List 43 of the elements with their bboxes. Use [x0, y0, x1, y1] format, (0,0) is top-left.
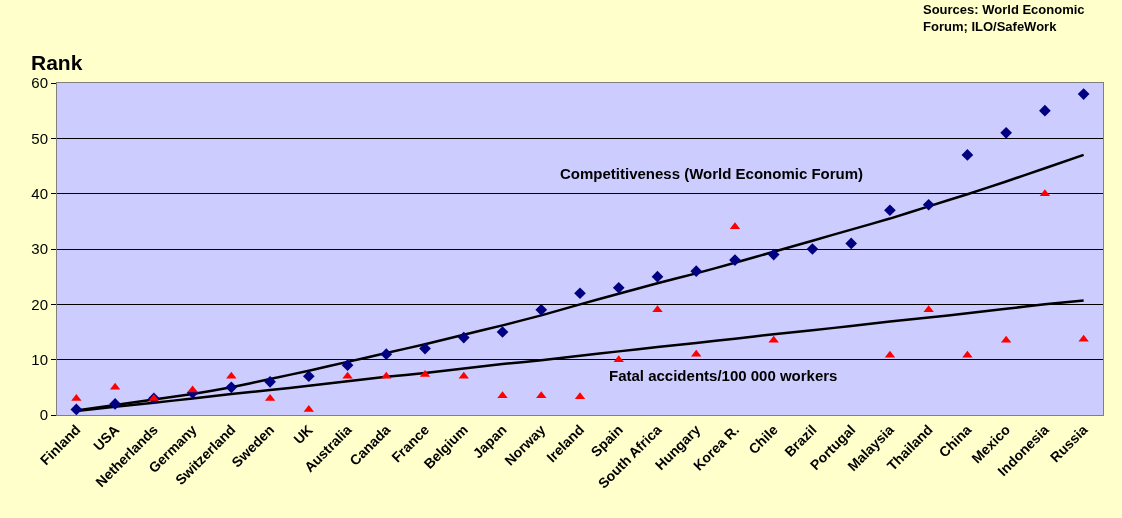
y-tick-label: 40: [31, 184, 48, 202]
point: [651, 270, 664, 283]
point: [71, 393, 82, 401]
point: [690, 265, 703, 277]
point: [652, 305, 663, 313]
text: Competitiveness (World Economic Forum): [560, 165, 864, 182]
point: [458, 371, 469, 379]
point: [341, 359, 354, 372]
point: [535, 304, 548, 316]
point: [1000, 126, 1012, 139]
point: [1039, 104, 1051, 117]
point: [381, 371, 392, 379]
y-tick-label: 60: [31, 74, 48, 92]
point: [806, 243, 819, 255]
point: [612, 281, 625, 294]
y-tick-label: 30: [31, 240, 48, 258]
point: [302, 370, 315, 383]
point: [922, 198, 935, 211]
point: [768, 335, 779, 343]
y-tick-label: 0: [39, 406, 48, 424]
point: [1077, 88, 1090, 100]
series-label: Fatal accidents/100 000 workers: [609, 367, 838, 384]
point: [574, 287, 586, 300]
y-tick-label: 20: [31, 295, 48, 313]
point: [419, 342, 431, 355]
point: [923, 305, 934, 313]
point: [457, 331, 470, 344]
point: [342, 371, 353, 379]
source-note: Sources: World Economic Forum; ILO/SafeWork: [923, 2, 1085, 34]
point: [380, 348, 393, 360]
y-axis-title: Rank: [31, 51, 83, 74]
point: [845, 237, 858, 250]
point: [767, 248, 780, 261]
point: [961, 149, 974, 161]
point: [70, 403, 83, 415]
point: [884, 204, 896, 217]
y-tick-label: 50: [31, 129, 48, 147]
point: [226, 371, 237, 379]
point: [264, 375, 276, 388]
point: [496, 326, 509, 338]
point: [109, 398, 121, 410]
y-tick-label: 10: [31, 350, 48, 368]
point: [225, 381, 238, 394]
